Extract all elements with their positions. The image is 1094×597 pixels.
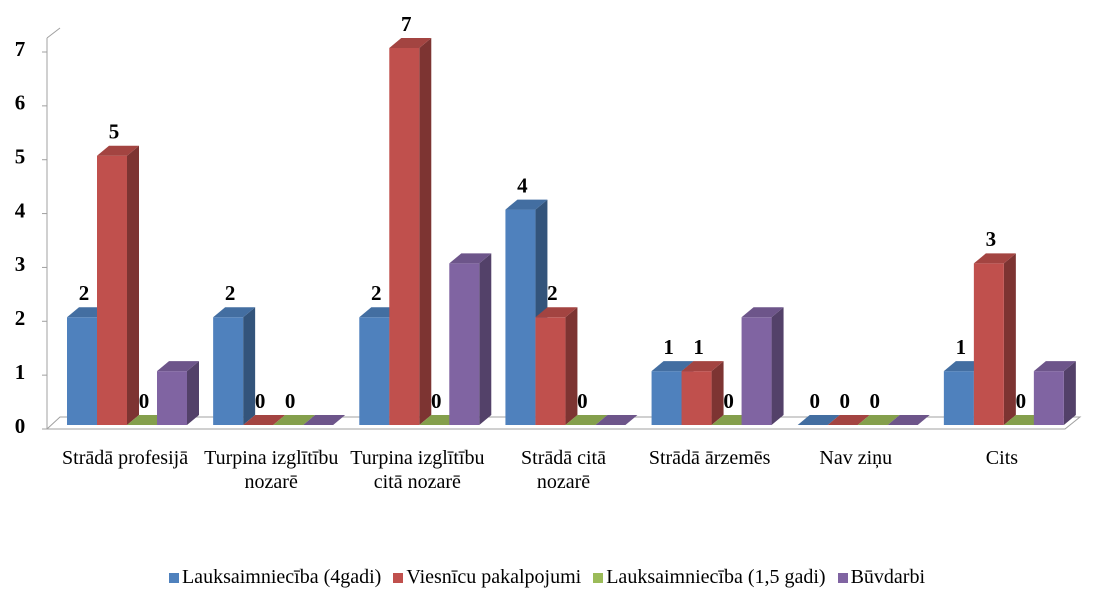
y-tick-label: 3 [15, 252, 26, 276]
bar-top [741, 307, 784, 318]
bar [505, 209, 536, 425]
legend-item: Būvdarbi [837, 566, 926, 589]
bar-top [157, 361, 199, 372]
bar-top [449, 253, 492, 264]
y-tick-label: 7 [15, 37, 26, 61]
bar-top [303, 415, 346, 425]
bar [67, 317, 97, 425]
x-tick-label: Strādā citā nozarē [521, 447, 606, 493]
y-tick-label: 4 [15, 198, 26, 222]
bar-side [1063, 361, 1076, 425]
legend-label: Lauksaimniecība (4gadi) [181, 566, 382, 588]
data-label: 0 [839, 389, 850, 413]
bar-top [973, 253, 1016, 264]
bar-top [213, 307, 256, 318]
bar-top [887, 415, 930, 425]
bar [681, 371, 712, 425]
bar [97, 155, 127, 425]
legend-item: Lauksaimniecība (1,5 gadi) [593, 566, 826, 589]
bar [213, 317, 244, 425]
data-label: 4 [517, 173, 528, 197]
bar-side [565, 307, 578, 425]
legend-swatch [837, 573, 848, 583]
bar-top [651, 361, 694, 372]
bar-top [505, 199, 548, 210]
data-label: 5 [109, 120, 120, 144]
x-tick-label: Turpina izglītību nozarē [204, 447, 339, 493]
bar [973, 263, 1004, 425]
bar-top [97, 145, 139, 156]
legend-item: Viesnīcu pakalpojumi [393, 566, 581, 589]
data-label: 0 [723, 389, 734, 413]
bar [943, 371, 974, 425]
data-label: 0 [255, 389, 266, 413]
bar [651, 371, 682, 425]
data-label: 3 [986, 227, 997, 251]
x-tick-label: Turpina izglītību citā nozarē [350, 447, 485, 493]
legend: Lauksaimniecība (4gadi) Viesnīcu pakalpoj… [0, 566, 1094, 589]
data-label: 2 [225, 281, 236, 305]
legend-item: Lauksaimniecība (4gadi) [168, 566, 382, 589]
bar-top [681, 361, 724, 372]
bar [1033, 371, 1064, 425]
bar [741, 317, 772, 425]
data-label: 0 [431, 389, 442, 413]
bar-top [535, 307, 578, 318]
data-label: 0 [139, 389, 150, 413]
bar-side [771, 307, 784, 425]
bar-side [419, 38, 432, 425]
legend-swatch [168, 573, 179, 583]
x-tick-label: Strādā ārzemēs [648, 447, 771, 469]
bar-top [1033, 361, 1076, 372]
bar [359, 317, 390, 425]
legend-swatch [593, 573, 604, 583]
data-label: 0 [577, 389, 588, 413]
data-label: 0 [285, 389, 296, 413]
bar-side [479, 253, 492, 425]
bar-side [187, 361, 199, 425]
data-label: 1 [663, 335, 674, 359]
data-label: 1 [693, 335, 704, 359]
y-axis-back [46, 27, 61, 39]
legend-label: Būvdarbi [850, 566, 926, 588]
data-label: 0 [869, 389, 880, 413]
x-tick-label: Strādā profesijā [62, 447, 189, 469]
legend-label: Lauksaimniecība (1,5 gadi) [606, 566, 826, 588]
y-tick-label: 6 [15, 91, 26, 115]
bar-top [565, 415, 608, 425]
bar [389, 48, 420, 425]
bar [535, 317, 566, 425]
x-tick-label: Nav ziņu [819, 447, 893, 469]
x-tick-label: Cits [985, 447, 1019, 469]
bar-top [827, 415, 870, 425]
data-label: 1 [956, 335, 967, 359]
bar-top [857, 415, 900, 425]
bar-top [273, 415, 316, 425]
y-tick-label: 1 [15, 360, 26, 384]
data-label: 2 [371, 281, 382, 305]
legend-swatch [393, 573, 404, 583]
bar-top [595, 415, 638, 425]
data-label: 2 [79, 281, 90, 305]
y-tick-label: 2 [15, 306, 26, 330]
bar [157, 371, 187, 425]
bar-top [797, 415, 840, 425]
bar [449, 263, 480, 425]
legend-label: Viesnīcu pakalpojumi [406, 566, 582, 588]
bar-side [1003, 253, 1016, 425]
bar-side [243, 307, 256, 425]
data-label: 0 [809, 389, 820, 413]
bar-top [243, 415, 286, 425]
bar-side [127, 145, 139, 425]
data-label: 7 [401, 12, 412, 36]
y-tick-label: 0 [15, 414, 26, 438]
data-label: 0 [1016, 389, 1027, 413]
data-label: 2 [547, 281, 558, 305]
bar-top [389, 38, 432, 48]
y-tick-label: 5 [15, 145, 26, 169]
bar-side [711, 361, 724, 425]
